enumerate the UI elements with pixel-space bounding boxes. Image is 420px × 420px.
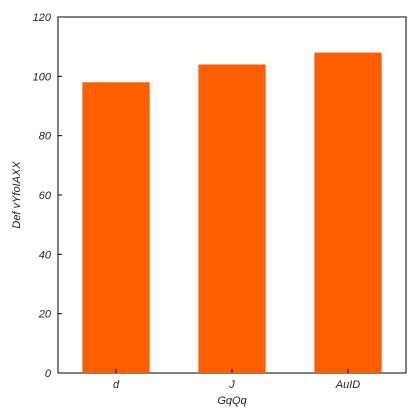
y-tick-label-3: 60 xyxy=(39,190,52,202)
y-tick-label-1: 20 xyxy=(38,309,52,321)
bar-2 xyxy=(314,52,382,373)
y-tick-label-6: 120 xyxy=(33,12,52,24)
x-axis-ticks: d J AuID xyxy=(113,369,360,391)
x-axis-label: GqQq xyxy=(217,395,247,407)
x-tick-label-0: d xyxy=(113,379,120,391)
y-axis-label: Def vYfoIAXX xyxy=(11,161,23,229)
x-tick-label-1: J xyxy=(228,379,235,391)
bar-1 xyxy=(198,64,266,373)
y-tick-label-2: 40 xyxy=(39,249,52,261)
y-axis-ticks: 0 20 40 60 80 100 120 xyxy=(33,12,62,380)
x-tick-label-2: AuID xyxy=(335,379,361,391)
y-tick-label-5: 100 xyxy=(33,71,52,83)
bar-0 xyxy=(82,82,150,374)
bars-group xyxy=(82,52,382,374)
y-tick-label-4: 80 xyxy=(39,131,52,143)
y-tick-label-0: 0 xyxy=(45,368,52,380)
